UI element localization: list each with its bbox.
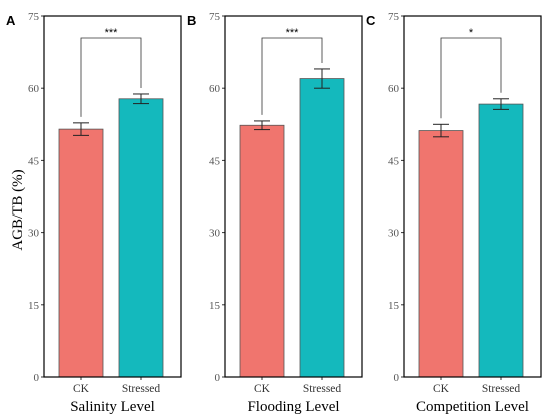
y-tick-label: 15 xyxy=(388,300,400,312)
y-tick-label: 45 xyxy=(209,155,221,167)
y-tick-label: 75 xyxy=(209,11,221,23)
x-axis-title: Salinity Level xyxy=(70,399,155,415)
panel-c: C 0 15 30 45 60 75 CK Stressed * Competition Level xyxy=(366,11,542,415)
significance-label: *** xyxy=(105,27,119,39)
y-axis-title: AGB/TB (%) xyxy=(10,169,26,250)
significance-bracket xyxy=(261,37,323,115)
significance-label: *** xyxy=(286,27,300,39)
y-tick-label: 30 xyxy=(28,228,40,240)
y-tick-label: 30 xyxy=(388,228,400,240)
panel-b: B 0 15 30 45 60 75 CK Stressed *** Flooding Level xyxy=(187,11,363,415)
y-tick-label: 0 xyxy=(215,372,221,384)
panel-letter: B xyxy=(187,13,196,28)
bar-ck xyxy=(58,128,104,378)
category-label: CK xyxy=(254,383,271,395)
y-tick-label: 45 xyxy=(28,155,40,167)
y-tick-label: 75 xyxy=(28,11,40,23)
panel-a: A 0 15 30 45 60 75 CK Stressed *** Salinity Level xyxy=(6,11,182,415)
y-tick-label: 60 xyxy=(388,83,400,95)
y-tick-label: 60 xyxy=(28,83,40,95)
bar-ck xyxy=(418,130,464,378)
category-label: Stressed xyxy=(482,383,521,395)
chart-panels: A 0 15 30 45 60 75 CK Stressed *** Salinity Level B… xyxy=(6,11,542,415)
bar-stressed xyxy=(478,103,524,378)
y-tick-label: 45 xyxy=(388,155,400,167)
category-label: Stressed xyxy=(122,383,161,395)
category-label: CK xyxy=(73,383,90,395)
category-label: Stressed xyxy=(303,383,342,395)
x-axis-title: Competition Level xyxy=(416,399,529,415)
y-tick-label: 0 xyxy=(394,372,400,384)
panel-frame xyxy=(403,15,542,378)
panel-frame xyxy=(43,15,182,378)
y-tick-label: 75 xyxy=(388,11,400,23)
y-tick-label: 30 xyxy=(209,228,221,240)
panel-letter: C xyxy=(366,13,376,28)
y-tick-label: 15 xyxy=(28,300,40,312)
panel-letter: A xyxy=(6,13,16,28)
significance-label: * xyxy=(469,27,474,39)
significance-bracket xyxy=(80,37,142,117)
bar-ck xyxy=(239,124,285,378)
x-axis-title: Flooding Level xyxy=(247,399,339,415)
bar-stressed xyxy=(118,98,164,378)
significance-bracket xyxy=(440,37,502,119)
y-tick-label: 0 xyxy=(34,372,40,384)
category-label: CK xyxy=(433,383,450,395)
bar-stressed xyxy=(299,78,345,378)
y-tick-label: 15 xyxy=(209,300,221,312)
panel-frame xyxy=(224,15,363,378)
y-tick-label: 60 xyxy=(209,83,221,95)
